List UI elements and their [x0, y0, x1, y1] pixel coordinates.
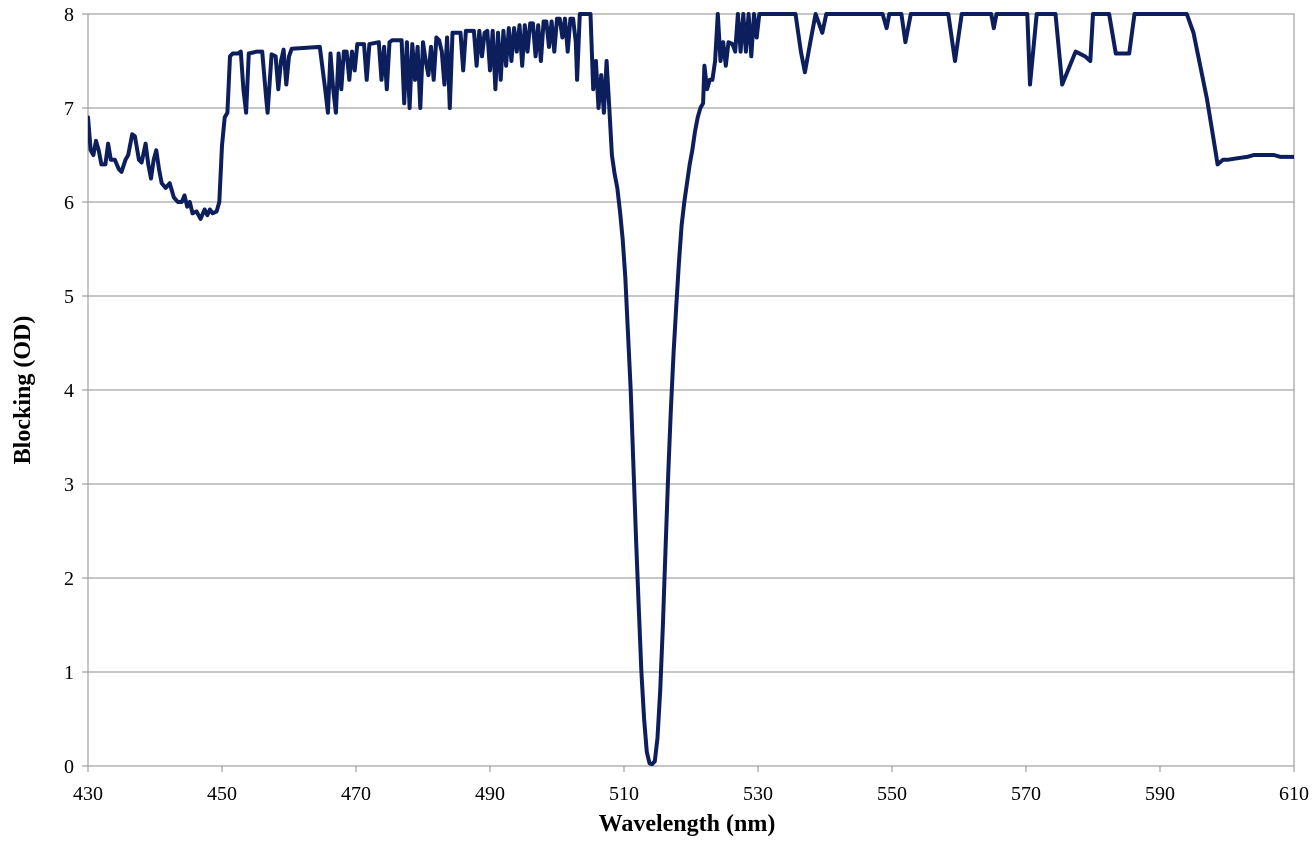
x-tick-label: 470 [341, 783, 371, 805]
x-tick-label: 570 [1011, 783, 1041, 805]
x-tick-label: 490 [475, 783, 505, 805]
x-tick-label: 530 [743, 783, 773, 805]
y-tick-label: 3 [64, 474, 74, 496]
grid-lines [88, 13, 1294, 767]
y-axis-title: Blocking (OD) [10, 316, 36, 465]
y-tick-label: 0 [64, 756, 74, 778]
y-tick-label: 1 [64, 662, 74, 684]
y-tick-label: 6 [64, 192, 74, 214]
y-tick-label: 8 [64, 4, 74, 26]
x-tick-label: 610 [1279, 783, 1309, 805]
series-layer [88, 12, 1294, 767]
x-tick-label: 450 [207, 783, 237, 805]
y-tick-label: 7 [64, 98, 74, 120]
x-tick-label: 590 [1145, 783, 1175, 805]
x-tick-label: 430 [73, 783, 103, 805]
y-tick-label: 5 [64, 286, 74, 308]
x-axis-title: Wavelength (nm) [599, 811, 776, 837]
y-tick-label: 2 [64, 568, 74, 590]
y-tick-label: 4 [64, 380, 74, 402]
x-tick-label: 510 [609, 783, 639, 805]
series-line-0 [88, 12, 1294, 767]
x-tick-label: 550 [877, 783, 907, 805]
y-axis: 0 1 2 3 4 5 6 7 8 [64, 4, 88, 778]
x-axis: 430 450 470 490 510 530 550 570 590 610 [73, 766, 1309, 805]
